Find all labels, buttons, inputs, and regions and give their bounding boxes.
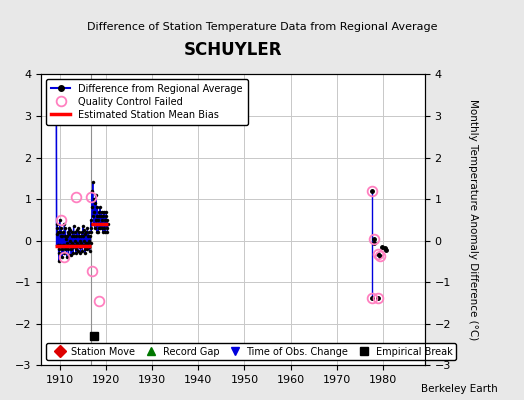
Legend: Station Move, Record Gap, Time of Obs. Change, Empirical Break: Station Move, Record Gap, Time of Obs. C… [46, 343, 456, 360]
Text: Difference of Station Temperature Data from Regional Average: Difference of Station Temperature Data f… [87, 22, 437, 32]
Text: Berkeley Earth: Berkeley Earth [421, 384, 498, 394]
Title: SCHUYLER: SCHUYLER [184, 41, 282, 59]
Y-axis label: Monthly Temperature Anomaly Difference (°C): Monthly Temperature Anomaly Difference (… [467, 99, 477, 340]
